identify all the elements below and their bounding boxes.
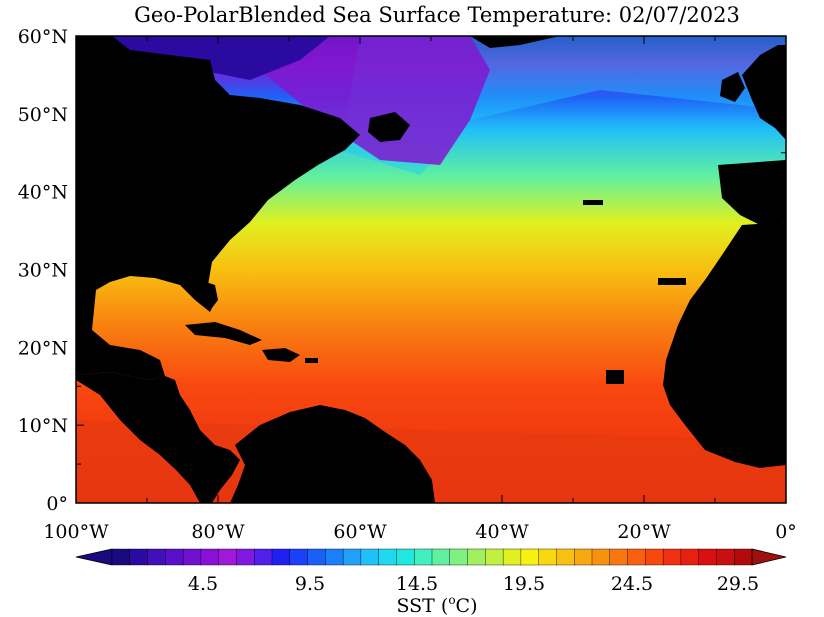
- colorbar-swatch: [147, 548, 166, 566]
- colorbar-label-unit: C): [456, 595, 478, 617]
- colorbar-swatch: [165, 548, 184, 566]
- colorbar-swatch: [307, 548, 326, 566]
- colorbar-swatch: [218, 548, 237, 566]
- colorbar-swatch: [485, 548, 504, 566]
- colorbar-swatch: [289, 548, 309, 566]
- colorbar-tick-label: 29.5: [717, 573, 759, 595]
- map-area: [76, 36, 786, 503]
- colorbar-tick-label: 4.5: [188, 573, 218, 595]
- colorbar-swatch: [360, 548, 380, 566]
- land-ireland: [720, 72, 745, 102]
- colorbar-swatch: [662, 548, 682, 566]
- land-cape-verde: [606, 370, 624, 384]
- colorbar-tick-label: 14.5: [396, 573, 438, 595]
- lat-tick-label: 0°: [46, 493, 68, 515]
- colorbar-swatch: [236, 548, 255, 566]
- colorbar-swatch: [378, 548, 397, 566]
- colorbar-high-arrow: [751, 548, 787, 566]
- land-british-isles: [742, 45, 786, 140]
- land-azores: [583, 200, 603, 205]
- land-iberia: [718, 160, 786, 225]
- lat-tick-label: 50°N: [18, 104, 68, 126]
- colorbar-label: SST (oC): [396, 593, 477, 617]
- lon-tick-label: 0°: [775, 521, 797, 543]
- land-north-america: [76, 36, 360, 380]
- colorbar-swatch: [414, 548, 433, 566]
- lat-tick-label: 30°N: [18, 260, 68, 282]
- land-florida: [200, 280, 218, 308]
- ocean-labrador-sea: [250, 36, 490, 165]
- map-title: Geo-PolarBlended Sea Surface Temperature…: [134, 3, 740, 27]
- colorbar-swatch: [609, 548, 629, 566]
- colorbar-swatch: [325, 548, 344, 566]
- colorbar-swatch: [111, 548, 131, 566]
- colorbar-label-degree: o: [448, 593, 455, 607]
- land-south-america: [230, 405, 435, 503]
- lon-tick-label: 80°W: [191, 521, 245, 543]
- colorbar-swatch: [556, 548, 575, 566]
- colorbar-swatch: [574, 548, 593, 566]
- colorbar-swatch: [449, 548, 469, 566]
- land-cuba: [185, 322, 262, 345]
- colorbar-swatch: [129, 548, 149, 566]
- colorbar-tick-label: 9.5: [295, 573, 325, 595]
- colorbar-swatch: [627, 548, 646, 566]
- colorbar-swatch: [254, 548, 273, 566]
- lon-tick-label: 100°W: [43, 521, 109, 543]
- colorbar-low-arrow: [75, 548, 113, 566]
- colorbar-swatch: [538, 548, 557, 566]
- lat-tick-label: 20°N: [18, 337, 68, 359]
- colorbar-swatch: [271, 548, 291, 566]
- latitude-axis: 60°N 50°N 40°N 30°N 20°N 10°N 0°: [18, 26, 786, 515]
- land-canary-islands: [658, 278, 686, 285]
- land-central-america: [76, 372, 240, 503]
- colorbar-swatch: [467, 548, 486, 566]
- colorbar-swatch: [182, 548, 202, 566]
- colorbar-swatch: [591, 548, 611, 566]
- colorbar-swatch: [680, 548, 700, 566]
- lat-tick-label: 10°N: [18, 415, 68, 437]
- land-puerto-rico: [305, 358, 318, 363]
- colorbar-swatch: [734, 548, 753, 566]
- colorbar-tick-label: 19.5: [503, 573, 545, 595]
- colorbar-swatch: [520, 548, 540, 566]
- ocean-hudson-region: [76, 36, 330, 80]
- lon-tick-label: 40°W: [475, 521, 529, 543]
- lat-tick-label: 60°N: [18, 26, 68, 48]
- colorbar-swatch: [200, 548, 220, 566]
- colorbar-tick-labels: 4.5 9.5 14.5 19.5 24.5 29.5: [188, 573, 759, 595]
- land-newfoundland: [368, 112, 410, 142]
- lat-tick-label: 40°N: [18, 182, 68, 204]
- colorbar-swatch: [502, 548, 522, 566]
- land-africa: [663, 222, 786, 468]
- colorbar-swatch: [645, 548, 664, 566]
- colorbar-swatch: [716, 548, 735, 566]
- sst-colorbar: [75, 548, 787, 566]
- colorbar-tick-label: 24.5: [611, 573, 653, 595]
- colorbar-swatch: [342, 548, 362, 566]
- land-hispaniola: [262, 348, 300, 362]
- longitude-axis: 100°W 80°W 60°W 40°W 20°W 0°: [43, 36, 797, 543]
- land-greenland: [470, 36, 560, 48]
- lon-tick-label: 20°W: [617, 521, 671, 543]
- colorbar-swatch: [396, 548, 415, 566]
- lon-tick-label: 60°W: [333, 521, 387, 543]
- colorbar-swatch: [698, 548, 717, 566]
- colorbar-swatch: [431, 548, 451, 566]
